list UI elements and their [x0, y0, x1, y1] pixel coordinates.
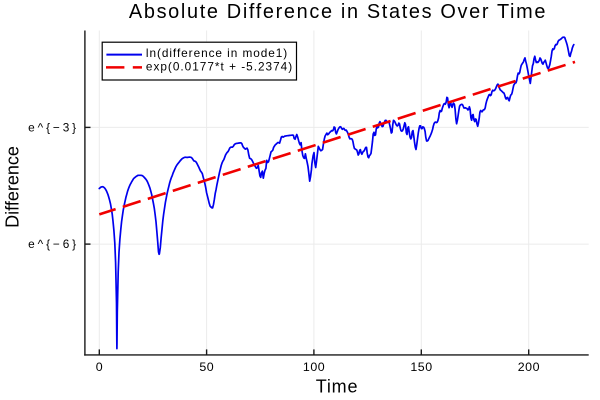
svg-text:200: 200: [518, 360, 540, 374]
svg-text:exp(0.0177*t + -5.2374): exp(0.0177*t + -5.2374): [146, 59, 293, 73]
svg-text:Difference: Difference: [2, 146, 22, 228]
svg-text:Absolute Difference in States: Absolute Difference in States Over Time: [129, 1, 547, 23]
svg-text:50: 50: [199, 360, 214, 374]
svg-text:e^{−3}: e^{−3}: [28, 121, 79, 135]
svg-text:e^{−6}: e^{−6}: [28, 237, 79, 251]
svg-text:150: 150: [410, 360, 432, 374]
svg-text:Time: Time: [316, 376, 359, 396]
svg-text:0: 0: [96, 360, 103, 374]
svg-text:100: 100: [303, 360, 325, 374]
svg-text:ln(difference in mode1): ln(difference in mode1): [146, 46, 288, 60]
